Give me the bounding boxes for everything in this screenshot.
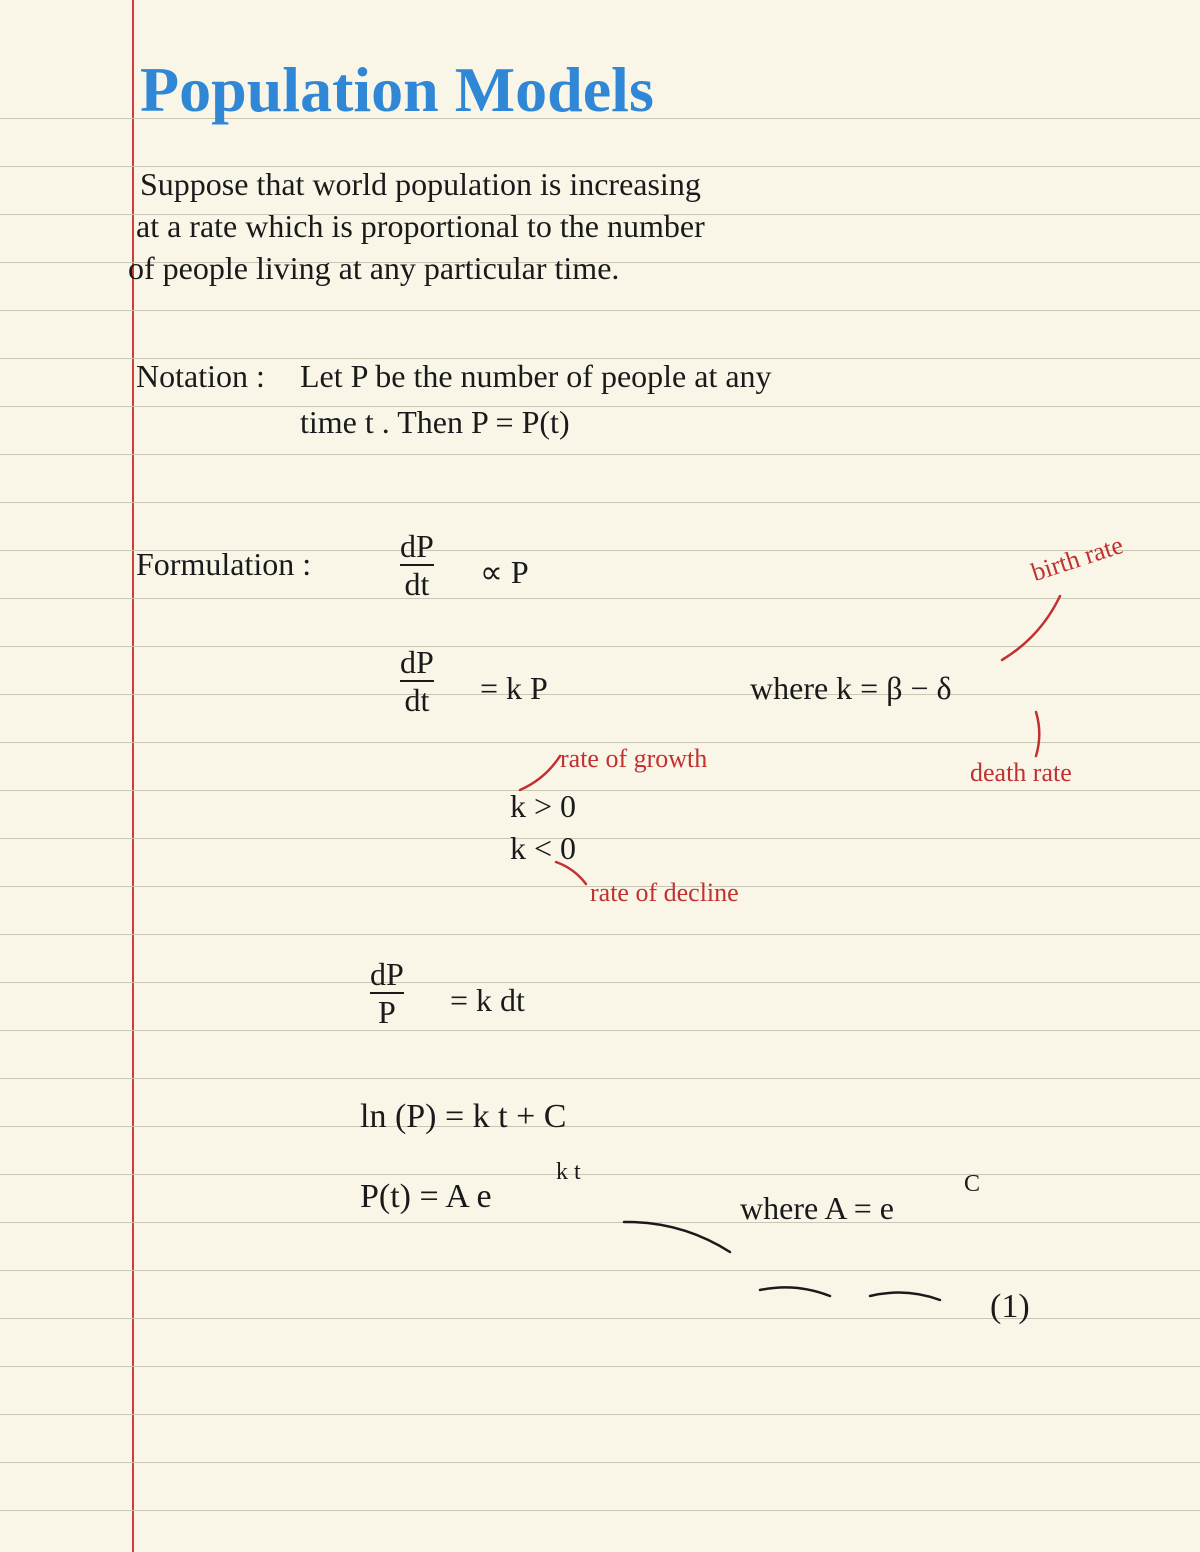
arrow-p-to-where: [620, 1218, 734, 1256]
dash-to-eqnum-1: [756, 1286, 834, 1300]
derivation-step3-where-exp: C: [964, 1172, 980, 1196]
d1-numerator: dP: [370, 958, 404, 990]
eq1-rhs: ∝ P: [480, 556, 529, 588]
eq2-numerator: dP: [400, 646, 434, 678]
page-title: Population Models: [140, 58, 654, 122]
notation-label: Notation :: [136, 360, 265, 392]
eq2-fraction: dP dt: [400, 646, 434, 716]
formulation-label: Formulation :: [136, 548, 311, 580]
annotation-rate-of-decline: rate of decline: [590, 880, 739, 906]
intro-line-2: at a rate which is proportional to the n…: [136, 210, 705, 242]
eq1-numerator: dP: [400, 530, 434, 562]
derivation-step3-lhs: P(t) = A e: [360, 1180, 492, 1214]
eq2-where: where k = β − δ: [750, 672, 952, 704]
derivation-step3-exponent: k t: [556, 1160, 581, 1184]
d1-denominator: P: [378, 996, 396, 1028]
annotation-rate-of-growth: rate of growth: [560, 746, 707, 772]
arrow-decline: [552, 858, 590, 888]
annotation-death-rate: death rate: [970, 760, 1072, 786]
left-margin-rule: [132, 0, 134, 1552]
derivation-step2: ln (P) = k t + C: [360, 1100, 566, 1134]
eq2-rhs: = k P: [480, 672, 548, 704]
dash-to-eqnum-2: [866, 1292, 944, 1304]
eq2-denominator: dt: [404, 684, 429, 716]
intro-line-3: of people living at any particular time.: [128, 252, 619, 284]
annotation-birth-rate: birth rate: [1028, 532, 1126, 586]
notation-line-2: time t . Then P = P(t): [300, 406, 570, 438]
equation-number: (1): [990, 1290, 1030, 1324]
eq1-denominator: dt: [404, 568, 429, 600]
derivation-step1-rhs: = k dt: [450, 984, 525, 1016]
k-positive: k > 0: [510, 790, 576, 822]
arrow-growth: [516, 752, 564, 794]
derivation-step1-fraction: dP P: [370, 958, 404, 1028]
eq1-fraction: dP dt: [400, 530, 434, 600]
intro-line-1: Suppose that world population is increas…: [140, 168, 701, 200]
derivation-step3-where: where A = e: [740, 1192, 894, 1224]
arrow-death-rate: [1032, 708, 1040, 760]
notebook-paper: Population Models Suppose that world pop…: [0, 0, 1200, 1552]
arrow-birth-rate: [998, 592, 1064, 664]
notation-line-1: Let P be the number of people at any: [300, 360, 772, 392]
